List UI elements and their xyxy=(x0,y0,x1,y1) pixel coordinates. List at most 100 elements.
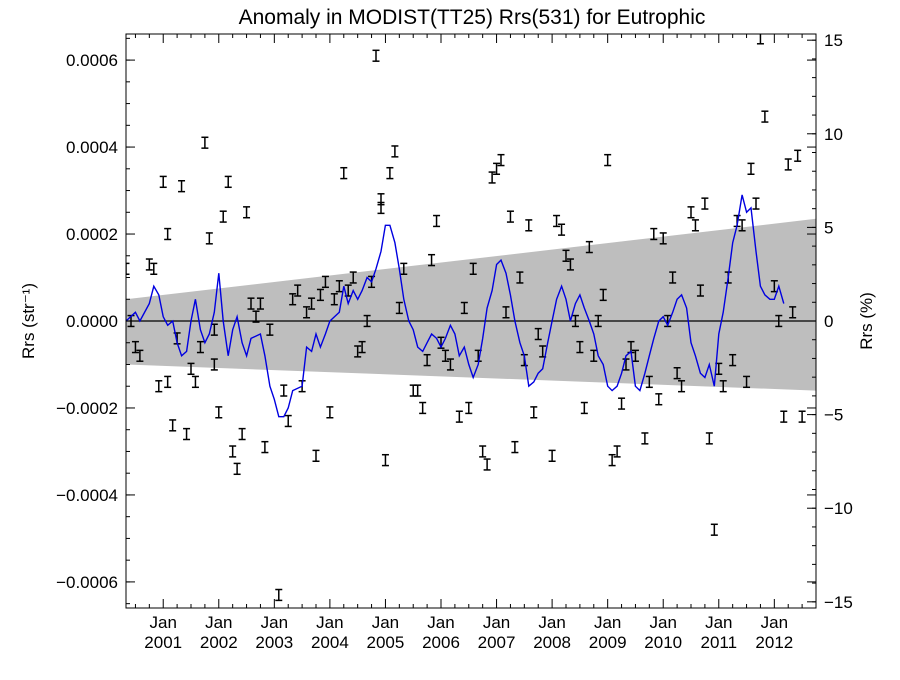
error-bar xyxy=(511,440,519,454)
x-tick-label-month: Jan xyxy=(205,613,232,632)
error-bar xyxy=(775,314,783,328)
error-bar xyxy=(604,153,612,167)
error-bar xyxy=(303,306,311,319)
error-bar xyxy=(784,158,792,171)
error-bar xyxy=(294,284,302,297)
x-tick-label-month: Jan xyxy=(483,613,510,632)
error-bar xyxy=(191,375,199,389)
error-bar xyxy=(145,258,153,271)
error-bar xyxy=(386,166,394,180)
error-bar xyxy=(738,219,746,232)
y-axis-left-label: Rrs (str⁻¹) xyxy=(19,283,38,359)
error-bar xyxy=(229,445,237,458)
error-bar xyxy=(363,314,371,328)
uncertainty-band xyxy=(126,218,816,391)
error-bar xyxy=(136,349,144,362)
error-bar xyxy=(631,349,639,362)
error-bar xyxy=(469,262,477,276)
error-bar xyxy=(525,219,533,232)
x-tick-label-year: 2007 xyxy=(478,633,516,652)
y2-tick-label: 0 xyxy=(824,312,833,331)
error-bar xyxy=(455,410,463,423)
error-bar xyxy=(678,380,686,393)
y-tick-label: 0.0004 xyxy=(66,138,118,157)
x-tick-label-month: Jan xyxy=(372,613,399,632)
axes: 0.0006 0.0004 0.0002 0.0000 −0.0002 −0.0004 −0… xyxy=(56,31,853,652)
error-bar xyxy=(794,149,802,162)
error-bar xyxy=(460,301,468,315)
error-bar xyxy=(780,410,788,423)
plot-area xyxy=(126,34,816,602)
error-bar xyxy=(215,406,223,419)
x-tick-label-month: Jan xyxy=(705,613,732,632)
error-bar xyxy=(506,210,514,223)
error-bar xyxy=(178,180,186,193)
x-tick-label-year: 2011 xyxy=(700,633,737,652)
error-bar xyxy=(641,432,649,445)
error-bar xyxy=(562,249,570,262)
error-bar xyxy=(622,358,630,371)
error-bar xyxy=(205,232,213,245)
error-bar xyxy=(395,301,403,315)
error-bar xyxy=(465,401,473,415)
error-bar xyxy=(372,49,380,62)
error-bar xyxy=(576,340,584,354)
y-tick-label: 0.0002 xyxy=(66,225,118,244)
y2-tick-label: −15 xyxy=(824,593,853,612)
error-bar xyxy=(289,293,297,306)
error-bar xyxy=(747,162,755,175)
error-bar xyxy=(349,271,357,284)
error-bar xyxy=(400,262,408,276)
y2-tick-label: 10 xyxy=(824,125,843,144)
error-bar xyxy=(419,401,427,415)
error-bar xyxy=(696,284,704,297)
smoothed-series-line xyxy=(126,194,785,418)
error-bar xyxy=(433,214,441,228)
error-bar xyxy=(423,353,431,367)
x-tick-label-month: Jan xyxy=(150,613,177,632)
error-bar xyxy=(479,445,487,458)
y2-tick-label: −10 xyxy=(824,499,853,518)
y-tick-label: −0.0004 xyxy=(56,486,118,505)
error-bar xyxy=(261,440,269,454)
error-bar xyxy=(233,462,241,476)
error-bar xyxy=(131,340,139,354)
error-bar xyxy=(266,323,274,336)
error-bar xyxy=(284,414,292,428)
error-bar xyxy=(326,406,334,419)
error-bar xyxy=(321,275,329,289)
error-bar xyxy=(340,166,348,180)
error-bar xyxy=(743,375,751,389)
error-bar xyxy=(159,175,167,189)
error-bar xyxy=(553,214,561,228)
error-bar xyxy=(330,293,338,306)
error-bar xyxy=(428,253,436,267)
error-bar xyxy=(502,306,510,319)
error-bar xyxy=(280,384,288,397)
error-bar xyxy=(409,384,417,397)
x-tick-label-month: Jan xyxy=(316,613,343,632)
y-tick-label: −0.0002 xyxy=(56,399,118,418)
x-tick-label-year: 2005 xyxy=(367,633,405,652)
error-bar xyxy=(247,297,255,310)
error-bar xyxy=(335,280,343,293)
x-tick-label-month: Jan xyxy=(261,613,288,632)
error-bar xyxy=(256,297,264,310)
error-bar xyxy=(590,349,598,362)
error-bar xyxy=(483,458,491,471)
error-bar xyxy=(126,262,130,276)
error-bar xyxy=(613,445,621,458)
error-bar xyxy=(275,588,283,602)
error-bar xyxy=(169,419,177,432)
error-bar xyxy=(377,201,385,215)
error-bar xyxy=(210,358,218,371)
error-bar xyxy=(761,110,769,123)
plot-inner xyxy=(126,34,816,602)
error-bar xyxy=(687,206,695,219)
error-bar xyxy=(655,393,663,406)
y2-tick-label: 5 xyxy=(824,218,833,237)
y2-tick-label: 15 xyxy=(824,31,843,50)
error-bar xyxy=(548,449,556,462)
